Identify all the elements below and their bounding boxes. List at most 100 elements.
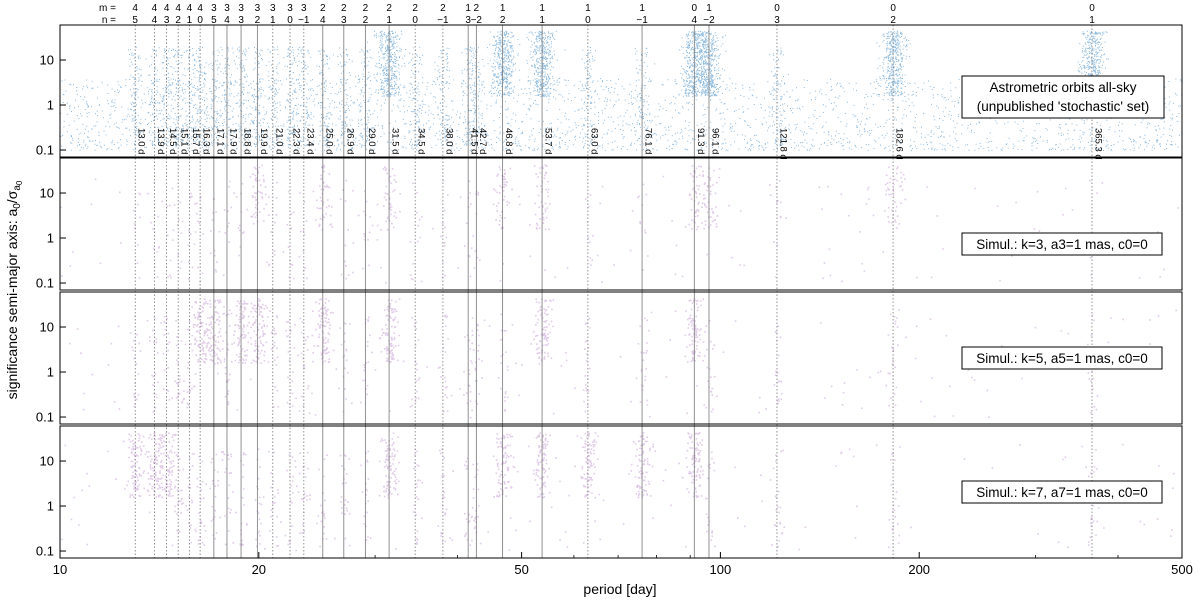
m-value-22: 1 xyxy=(539,3,545,14)
n-value-27: 3 xyxy=(774,15,780,26)
m-value-10: 3 xyxy=(270,3,276,14)
annotation-box-k5 xyxy=(961,346,1163,370)
axis-ticks: 10 20 50 100 200 500 0.1 1 10 0.1 1 10 0.1 1 10 0.1 1 10 xyxy=(36,53,1193,578)
panel-annotations: Astrometric orbits all-sky (unpublished '… xyxy=(961,75,1165,504)
period-label-4: 15.7 d xyxy=(190,128,201,154)
annotation-text-observed-1: (unpublished 'stochastic' set) xyxy=(977,99,1150,114)
period-label-22: 53.7 d xyxy=(543,128,554,154)
m-value-12: 3 xyxy=(301,3,307,14)
m-value-3: 4 xyxy=(175,3,181,14)
y-tick-label-2-1: 1 xyxy=(47,365,54,380)
m-value-23: 1 xyxy=(585,3,591,14)
m-value-18: 2 xyxy=(440,3,446,14)
x-tick-label-0: 10 xyxy=(53,562,67,577)
m-value-4: 4 xyxy=(187,3,193,14)
m-value-9: 3 xyxy=(255,3,261,14)
n-value-0: 5 xyxy=(132,15,138,26)
panel-frame-k3 xyxy=(59,157,1183,291)
n-value-13: 4 xyxy=(320,15,326,26)
period-label-20: 42.7 d xyxy=(477,128,488,154)
m-value-5: 4 xyxy=(197,3,203,14)
n-value-24: −1 xyxy=(636,15,648,26)
n-value-8: 3 xyxy=(238,15,244,26)
n-value-19: 3 xyxy=(465,15,471,26)
period-label-15: 29.0 d xyxy=(366,128,377,154)
annotation-text-k7-0: Simul.: k=7, a7=1 mas, c0=0 xyxy=(976,485,1147,500)
n-value-26: −2 xyxy=(703,15,715,26)
panel-frame-observed xyxy=(59,24,1183,158)
mn-label-m: m = xyxy=(99,3,116,14)
period-label-0: 13.0 d xyxy=(136,128,147,154)
annotation-text-k5-0: Simul.: k=5, a5=1 mas, c0=0 xyxy=(976,351,1147,366)
period-label-2: 14.5 d xyxy=(167,128,178,154)
period-label-26: 96.1 d xyxy=(710,128,721,154)
m-value-25: 0 xyxy=(692,3,698,14)
m-value-8: 3 xyxy=(238,3,244,14)
x-axis-title: period [day] xyxy=(583,581,656,597)
annotation-box-k3 xyxy=(961,232,1163,256)
n-value-12: −1 xyxy=(298,15,310,26)
period-label-25: 91.3 d xyxy=(695,128,706,154)
n-value-5: 0 xyxy=(197,15,203,26)
y-tick-label-3-0: 0.1 xyxy=(36,544,54,559)
period-label-1: 13.9 d xyxy=(155,128,166,154)
n-value-7: 4 xyxy=(224,15,230,26)
m-value-26: 1 xyxy=(706,3,712,14)
period-label-14: 26.9 d xyxy=(344,128,355,154)
m-value-29: 0 xyxy=(1089,3,1095,14)
y-tick-label-0-2: 10 xyxy=(40,53,54,68)
n-value-3: 2 xyxy=(175,15,181,26)
x-tick-label-4: 200 xyxy=(908,562,930,577)
n-value-25: 4 xyxy=(692,15,698,26)
m-value-15: 2 xyxy=(363,3,369,14)
period-label-11: 22.3 d xyxy=(291,128,302,154)
period-label-21: 46.8 d xyxy=(503,128,514,154)
period-label-6: 17.1 d xyxy=(214,128,225,154)
m-value-21: 1 xyxy=(500,3,506,14)
period-label-5: 16.3 d xyxy=(201,128,212,154)
m-value-0: 4 xyxy=(132,3,138,14)
m-value-28: 0 xyxy=(890,3,896,14)
period-label-10: 21.0 d xyxy=(273,128,284,154)
y-tick-label-2-0: 0.1 xyxy=(36,410,54,425)
period-label-8: 18.8 d xyxy=(242,128,253,154)
panel-frames xyxy=(59,24,1183,559)
n-value-22: 1 xyxy=(539,15,545,26)
m-value-7: 3 xyxy=(224,3,230,14)
period-label-24: 76.1 d xyxy=(643,128,654,154)
x-tick-label-2: 50 xyxy=(514,562,528,577)
m-value-2: 4 xyxy=(164,3,170,14)
n-value-10: 1 xyxy=(270,15,276,26)
n-value-2: 3 xyxy=(164,15,170,26)
period-label-18: 38.0 d xyxy=(443,128,454,154)
m-value-20: 2 xyxy=(474,3,480,14)
m-value-14: 2 xyxy=(341,3,347,14)
period-label-29: 365.3 d xyxy=(1093,128,1104,160)
m-value-6: 3 xyxy=(211,3,217,14)
period-label-16: 31.5 d xyxy=(390,128,401,154)
m-value-11: 3 xyxy=(287,3,293,14)
m-value-13: 2 xyxy=(320,3,326,14)
annotation-text-k3-0: Simul.: k=3, a3=1 mas, c0=0 xyxy=(976,237,1147,252)
period-label-27: 121.8 d xyxy=(778,128,789,160)
y-tick-label-1-0: 0.1 xyxy=(36,276,54,291)
panel-frame-k5 xyxy=(59,291,1183,425)
period-label-12: 23.4 d xyxy=(304,128,315,154)
m-value-19: 1 xyxy=(465,3,471,14)
y-tick-label-0-0: 0.1 xyxy=(36,143,54,158)
n-value-9: 2 xyxy=(255,15,261,26)
annotation-box-k7 xyxy=(961,480,1163,504)
n-value-23: 0 xyxy=(585,15,591,26)
period-label-28: 182.6 d xyxy=(894,128,905,160)
panel-frame-k7 xyxy=(59,425,1183,559)
scatter-points-k3 xyxy=(60,164,1180,284)
m-value-1: 4 xyxy=(152,3,158,14)
n-value-4: 1 xyxy=(187,15,193,26)
x-tick-label-3: 100 xyxy=(710,562,732,577)
period-label-19: 41.5 d xyxy=(469,128,480,154)
n-value-18: −1 xyxy=(437,15,449,26)
y-tick-label-0-1: 1 xyxy=(47,98,54,113)
n-value-1: 4 xyxy=(152,15,158,26)
n-value-6: 5 xyxy=(211,15,217,26)
